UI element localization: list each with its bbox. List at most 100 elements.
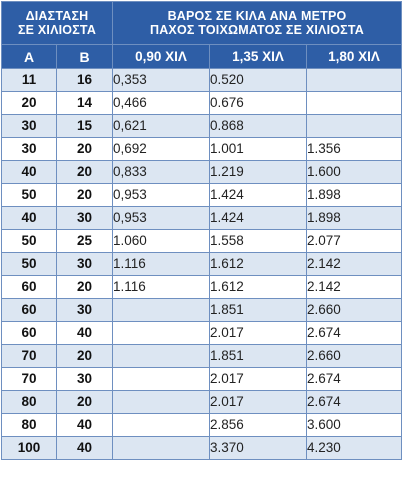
table-row: 70 20 1.851 2.660 xyxy=(1,344,402,368)
cell-dimension-b: 30 xyxy=(56,252,113,276)
cell-weight-135: 1.612 xyxy=(209,252,307,276)
cell-dimension-b: 20 xyxy=(56,344,113,368)
cell-weight-090: 1.116 xyxy=(112,252,210,276)
cell-weight-135: 2.017 xyxy=(209,367,307,391)
cell-dimension-a: 100 xyxy=(1,436,57,460)
cell-weight-090: 1.116 xyxy=(112,275,210,299)
table-row: 20 14 0,466 0.676 xyxy=(1,91,402,115)
table-row: 50 20 0,953 1.424 1.898 xyxy=(1,183,402,207)
table-row: 40 30 0,953 1.424 1.898 xyxy=(1,206,402,230)
column-header-thickness-180: 1,80 ΧΙΛ xyxy=(306,44,402,69)
cell-weight-135: 0.520 xyxy=(209,68,307,92)
cell-weight-135: 0.868 xyxy=(209,114,307,138)
table-row: 50 25 1.060 1.558 2.077 xyxy=(1,229,402,253)
cell-dimension-a: 60 xyxy=(1,298,57,322)
header-row-columns: Α Β 0,90 ΧΙΛ 1,35 ΧΙΛ 1,80 ΧΙΛ xyxy=(1,44,402,69)
table-row: 70 30 2.017 2.674 xyxy=(1,367,402,391)
cell-dimension-a: 80 xyxy=(1,413,57,437)
cell-weight-135: 1.424 xyxy=(209,206,307,230)
cell-dimension-a: 11 xyxy=(1,68,57,92)
cell-weight-180: 2.674 xyxy=(306,321,402,345)
cell-weight-180: 2.077 xyxy=(306,229,402,253)
column-header-thickness-090: 0,90 ΧΙΛ xyxy=(112,44,210,69)
table-row: 60 30 1.851 2.660 xyxy=(1,298,402,322)
cell-weight-090 xyxy=(112,298,210,322)
cell-weight-180: 2.660 xyxy=(306,298,402,322)
column-header-thickness-135: 1,35 ΧΙΛ xyxy=(209,44,307,69)
cell-dimension-b: 15 xyxy=(56,114,113,138)
table-row: 60 40 2.017 2.674 xyxy=(1,321,402,345)
cell-dimension-b: 40 xyxy=(56,436,113,460)
cell-weight-180: 2.674 xyxy=(306,390,402,414)
dimension-header-line2: ΣΕ ΧΙΛΙΟΣΤΑ xyxy=(17,23,97,37)
cell-weight-135: 1.219 xyxy=(209,160,307,184)
cell-weight-180: 2.142 xyxy=(306,252,402,276)
cell-dimension-b: 25 xyxy=(56,229,113,253)
table-row: 50 30 1.116 1.612 2.142 xyxy=(1,252,402,276)
column-header-b: Β xyxy=(56,44,113,69)
cell-weight-180 xyxy=(306,114,402,138)
cell-dimension-b: 30 xyxy=(56,298,113,322)
cell-weight-180: 1.898 xyxy=(306,206,402,230)
cell-dimension-a: 20 xyxy=(1,91,57,115)
cell-weight-135: 1.851 xyxy=(209,298,307,322)
cell-weight-180 xyxy=(306,68,402,92)
cell-dimension-a: 50 xyxy=(1,252,57,276)
cell-weight-090: 0,953 xyxy=(112,206,210,230)
table-row: 60 20 1.116 1.612 2.142 xyxy=(1,275,402,299)
header-row-titles: ΔΙΑΣΤΑΣΗ ΣΕ ΧΙΛΙΟΣΤΑ ΒΑΡΟΣ ΣΕ ΚΙΛΑ ΑΝΑ Μ… xyxy=(1,1,402,45)
table-row: 30 20 0,692 1.001 1.356 xyxy=(1,137,402,161)
cell-weight-090 xyxy=(112,413,210,437)
cell-weight-090 xyxy=(112,344,210,368)
cell-dimension-b: 16 xyxy=(56,68,113,92)
cell-dimension-b: 14 xyxy=(56,91,113,115)
weight-header-line1: ΒΑΡΟΣ ΣΕ ΚΙΛΑ ΑΝΑ ΜΕΤΡΟ xyxy=(167,9,347,23)
dimension-header: ΔΙΑΣΤΑΣΗ ΣΕ ΧΙΛΙΟΣΤΑ xyxy=(1,1,113,45)
cell-dimension-a: 40 xyxy=(1,206,57,230)
cell-weight-180: 1.356 xyxy=(306,137,402,161)
cell-weight-180: 2.674 xyxy=(306,367,402,391)
table-row: 80 20 2.017 2.674 xyxy=(1,390,402,414)
cell-dimension-a: 70 xyxy=(1,344,57,368)
cell-dimension-b: 20 xyxy=(56,275,113,299)
cell-weight-135: 3.370 xyxy=(209,436,307,460)
cell-weight-090 xyxy=(112,321,210,345)
cell-weight-090: 0,621 xyxy=(112,114,210,138)
cell-weight-180: 1.600 xyxy=(306,160,402,184)
cell-weight-135: 2.017 xyxy=(209,321,307,345)
cell-weight-180: 2.660 xyxy=(306,344,402,368)
cell-dimension-b: 30 xyxy=(56,367,113,391)
table-row: 100 40 3.370 4.230 xyxy=(1,436,402,460)
cell-weight-135: 1.001 xyxy=(209,137,307,161)
table-body: 11 16 0,353 0.520 20 14 0,466 0.676 30 15 0,621 0.8… xyxy=(1,68,402,460)
cell-dimension-a: 50 xyxy=(1,229,57,253)
cell-weight-180: 4.230 xyxy=(306,436,402,460)
cell-weight-090: 1.060 xyxy=(112,229,210,253)
cell-weight-180: 1.898 xyxy=(306,183,402,207)
cell-dimension-b: 20 xyxy=(56,183,113,207)
cell-weight-135: 1.558 xyxy=(209,229,307,253)
cell-weight-090: 0,833 xyxy=(112,160,210,184)
cell-weight-135: 0.676 xyxy=(209,91,307,115)
cell-dimension-b: 30 xyxy=(56,206,113,230)
cell-weight-090 xyxy=(112,390,210,414)
dimension-header-line1: ΔΙΑΣΤΑΣΗ xyxy=(25,9,89,23)
weight-table: ΔΙΑΣΤΑΣΗ ΣΕ ΧΙΛΙΟΣΤΑ ΒΑΡΟΣ ΣΕ ΚΙΛΑ ΑΝΑ Μ… xyxy=(1,1,402,460)
cell-dimension-a: 80 xyxy=(1,390,57,414)
table-row: 30 15 0,621 0.868 xyxy=(1,114,402,138)
cell-weight-090: 0,692 xyxy=(112,137,210,161)
cell-weight-090 xyxy=(112,436,210,460)
cell-weight-090 xyxy=(112,367,210,391)
cell-dimension-b: 40 xyxy=(56,413,113,437)
cell-dimension-a: 70 xyxy=(1,367,57,391)
cell-weight-180 xyxy=(306,91,402,115)
column-header-a: Α xyxy=(1,44,57,69)
weight-header: ΒΑΡΟΣ ΣΕ ΚΙΛΑ ΑΝΑ ΜΕΤΡΟ ΠΑΧΟΣ ΤΟΙΧΩΜΑΤΟΣ… xyxy=(112,1,402,45)
weight-header-line2: ΠΑΧΟΣ ΤΟΙΧΩΜΑΤΟΣ ΣΕ ΧΙΛΙΟΣΤΑ xyxy=(149,23,365,37)
cell-dimension-a: 60 xyxy=(1,321,57,345)
cell-dimension-b: 40 xyxy=(56,321,113,345)
cell-weight-135: 1.851 xyxy=(209,344,307,368)
cell-dimension-b: 20 xyxy=(56,390,113,414)
table-row: 11 16 0,353 0.520 xyxy=(1,68,402,92)
